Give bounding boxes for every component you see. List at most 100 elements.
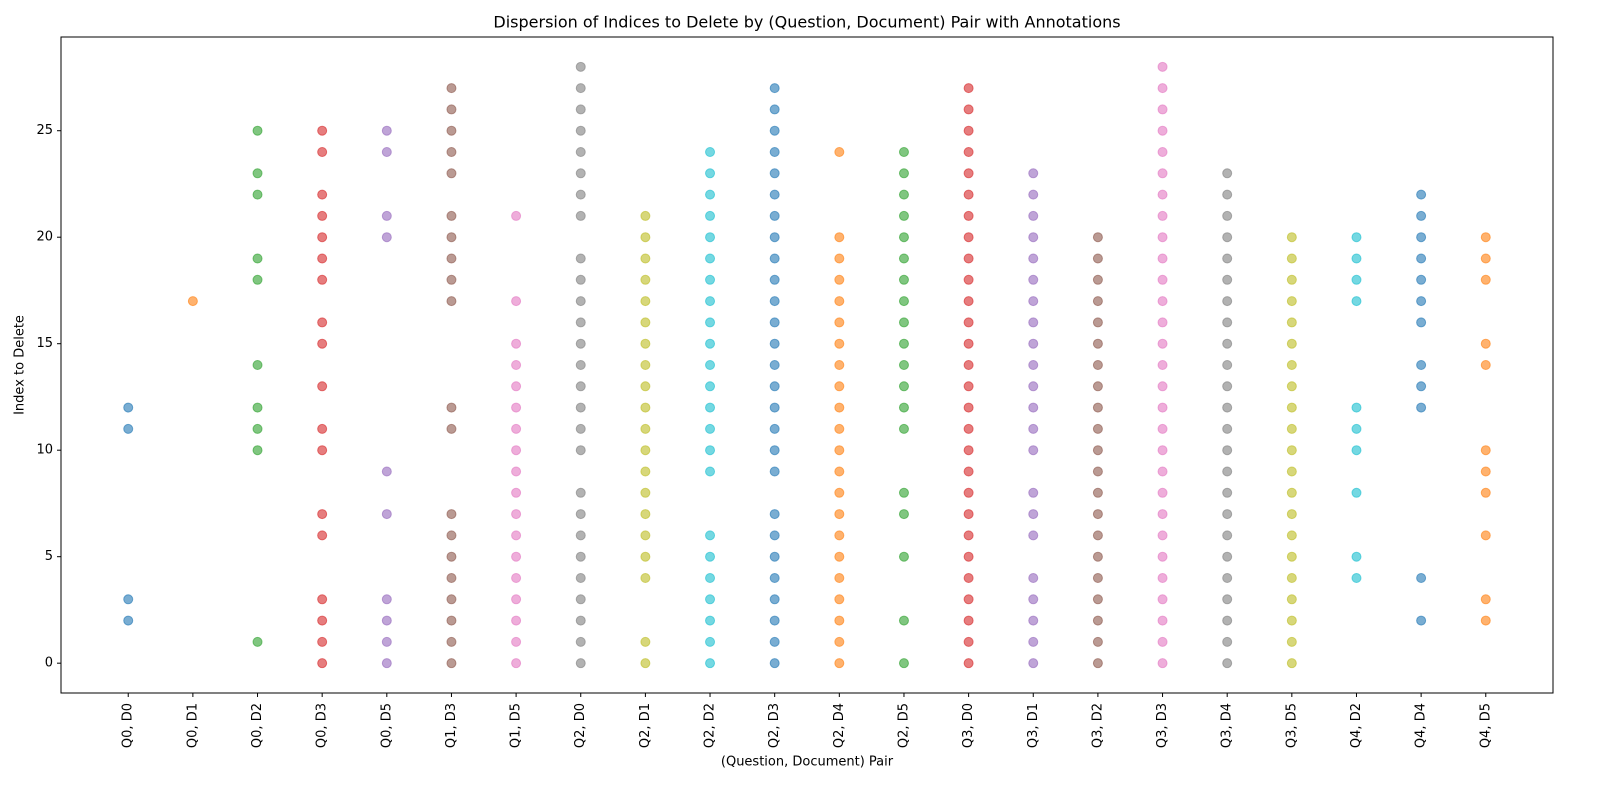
point	[705, 466, 716, 477]
y-tick-label: 10	[36, 443, 53, 458]
point	[640, 232, 651, 243]
point	[1222, 636, 1233, 647]
point	[252, 445, 263, 456]
point	[252, 274, 263, 285]
point	[705, 338, 716, 349]
point	[963, 189, 974, 200]
point	[1157, 594, 1168, 605]
point	[252, 423, 263, 434]
point	[1157, 360, 1168, 370]
point	[1351, 232, 1362, 243]
point	[834, 615, 845, 626]
point	[381, 636, 392, 647]
point	[769, 253, 780, 264]
point	[511, 658, 522, 669]
point	[834, 317, 845, 328]
point	[1222, 551, 1233, 562]
point	[446, 551, 457, 562]
point	[446, 615, 457, 626]
point	[705, 147, 716, 158]
point	[446, 253, 457, 264]
point	[317, 189, 328, 200]
point	[705, 210, 716, 221]
point	[1351, 423, 1362, 434]
point	[252, 636, 263, 647]
point	[769, 317, 780, 328]
point	[1157, 466, 1168, 477]
point	[317, 210, 328, 221]
point	[1222, 381, 1233, 392]
point	[511, 530, 522, 541]
x-tick-label: Q2, D0	[573, 703, 588, 748]
point	[963, 360, 974, 370]
point	[834, 551, 845, 562]
point	[705, 445, 716, 456]
point	[963, 615, 974, 626]
point	[640, 551, 651, 562]
point	[834, 658, 845, 669]
point	[575, 360, 586, 370]
point	[317, 658, 328, 669]
point	[446, 402, 457, 413]
point	[1028, 253, 1039, 264]
point	[575, 381, 586, 392]
point	[769, 445, 780, 456]
point	[834, 232, 845, 243]
point	[640, 274, 651, 285]
point	[769, 423, 780, 434]
point	[317, 636, 328, 647]
point	[511, 360, 522, 370]
point	[1157, 509, 1168, 520]
point	[575, 402, 586, 413]
point	[317, 147, 328, 158]
y-tick-label: 15	[36, 336, 53, 351]
point	[1092, 232, 1103, 243]
point	[963, 530, 974, 541]
point	[1157, 551, 1168, 562]
point	[1157, 61, 1168, 72]
point	[1222, 466, 1233, 477]
point	[1028, 636, 1039, 647]
point	[834, 487, 845, 498]
point	[1028, 445, 1039, 456]
point	[575, 338, 586, 349]
point	[898, 253, 909, 264]
point	[898, 232, 909, 243]
point	[1092, 615, 1103, 626]
point	[1416, 317, 1427, 328]
point	[898, 274, 909, 285]
point	[705, 360, 716, 370]
point	[1157, 147, 1168, 158]
x-tick-label: Q3, D5	[1284, 703, 1299, 748]
point	[705, 636, 716, 647]
point	[898, 402, 909, 413]
point	[898, 509, 909, 520]
point	[898, 296, 909, 307]
point	[963, 636, 974, 647]
x-tick-label: Q2, D3	[767, 703, 782, 748]
point	[1286, 360, 1297, 370]
x-tick-label: Q1, D5	[509, 703, 524, 748]
point	[834, 360, 845, 370]
point	[1092, 381, 1103, 392]
point	[381, 147, 392, 158]
point	[381, 466, 392, 477]
point	[1416, 274, 1427, 285]
y-tick-label: 20	[36, 230, 53, 245]
point	[1157, 445, 1168, 456]
point	[1480, 445, 1491, 456]
point	[1028, 402, 1039, 413]
point	[123, 594, 134, 605]
point	[1286, 445, 1297, 456]
point	[705, 551, 716, 562]
point	[1157, 210, 1168, 221]
point	[1092, 487, 1103, 498]
point	[1222, 189, 1233, 200]
point	[575, 253, 586, 264]
point	[446, 104, 457, 115]
point	[705, 189, 716, 200]
point	[381, 658, 392, 669]
point	[1286, 551, 1297, 562]
point	[511, 487, 522, 498]
point	[1092, 274, 1103, 285]
